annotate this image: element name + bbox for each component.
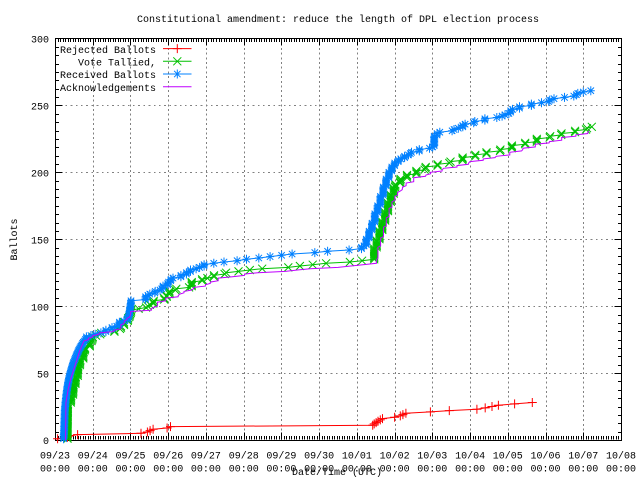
svg-text:10/01: 10/01 xyxy=(342,450,372,462)
svg-text:09/27: 09/27 xyxy=(191,450,221,462)
svg-text:200: 200 xyxy=(31,170,49,181)
svg-text:250: 250 xyxy=(31,103,49,114)
svg-text:00:00: 00:00 xyxy=(455,465,485,476)
svg-text:100: 100 xyxy=(31,303,49,314)
svg-text:00:00: 00:00 xyxy=(153,465,183,476)
svg-text:10/05: 10/05 xyxy=(493,450,523,462)
svg-text:10/02: 10/02 xyxy=(380,450,410,462)
svg-text:09/24: 09/24 xyxy=(78,450,108,462)
svg-text:00:00: 00:00 xyxy=(78,465,108,476)
svg-text:00:00: 00:00 xyxy=(493,465,523,476)
svg-text:300: 300 xyxy=(31,36,49,47)
svg-text:09/23: 09/23 xyxy=(40,450,70,462)
svg-text:Ballots: Ballots xyxy=(9,218,21,260)
svg-text:09/28: 09/28 xyxy=(229,450,259,462)
svg-text:Constitutional amendment: redu: Constitutional amendment: reduce the len… xyxy=(137,14,539,26)
svg-text:150: 150 xyxy=(31,236,49,247)
svg-text:10/04: 10/04 xyxy=(455,450,485,462)
svg-text:Rejected Ballots: Rejected Ballots xyxy=(60,45,156,57)
svg-text:09/26: 09/26 xyxy=(153,450,183,462)
svg-text:00:00: 00:00 xyxy=(342,465,372,476)
svg-text:00:00: 00:00 xyxy=(191,465,221,476)
svg-text:10/08: 10/08 xyxy=(606,450,636,462)
svg-text:Vote Tallied,: Vote Tallied, xyxy=(78,58,156,70)
svg-text:00:00: 00:00 xyxy=(229,465,259,476)
svg-text:00:00: 00:00 xyxy=(568,465,598,476)
svg-text:09/29: 09/29 xyxy=(266,450,296,462)
svg-text:00:00: 00:00 xyxy=(40,465,70,476)
svg-text:Acknowledgements: Acknowledgements xyxy=(60,83,156,95)
svg-text:09/25: 09/25 xyxy=(115,450,145,462)
svg-text:10/07: 10/07 xyxy=(568,450,598,462)
svg-text:0: 0 xyxy=(43,437,49,448)
svg-text:00:00: 00:00 xyxy=(266,465,296,476)
svg-text:10/03: 10/03 xyxy=(417,450,447,462)
svg-text:50: 50 xyxy=(37,370,49,381)
svg-text:09/30: 09/30 xyxy=(304,450,334,462)
svg-text:00:00: 00:00 xyxy=(304,465,334,476)
svg-text:00:00: 00:00 xyxy=(417,465,447,476)
svg-text:00:00: 00:00 xyxy=(380,465,410,476)
svg-text:Received Ballots: Received Ballots xyxy=(60,70,156,82)
svg-text:10/06: 10/06 xyxy=(530,450,560,462)
svg-text:00:00: 00:00 xyxy=(606,465,636,476)
svg-text:Date/Time (UTC): Date/Time (UTC) xyxy=(292,467,382,479)
svg-text:00:00: 00:00 xyxy=(115,465,145,476)
svg-text:00:00: 00:00 xyxy=(530,465,560,476)
